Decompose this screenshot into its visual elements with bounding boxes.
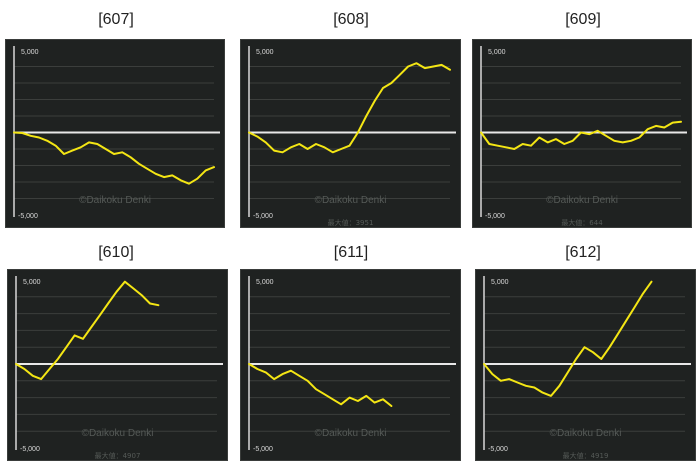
max-value-label: 最大値：644 [561,218,603,227]
chart-panel-610: [610] ©Daikoku Denki 最大値：4907 5,000 -5,000 [5,241,228,465]
chart-area: ©Daikoku Denki 最大値：4919 5,000 -5,000 [475,269,696,461]
chart-panel-608: [608] ©Daikoku Denki 最大値：3951 5,000 -5,000 [240,6,462,228]
chart-svg: ©Daikoku Denki 5,000 -5,000 [248,276,456,453]
chart-area: ©Daikoku Denki 5,000 -5,000 [5,39,225,228]
max-value-label: 最大値：4907 [95,451,141,460]
chart-svg: ©Daikoku Denki 最大値：3951 5,000 -5,000 [248,46,456,227]
chart-panel-label: [611] [333,244,369,261]
y-tick-label-bottom: -5,000 [18,213,38,220]
chart-panel-609: [609] ©Daikoku Denki 最大値：644 5,000 -5,000 [472,6,694,228]
chart-panel-label: [610] [98,244,134,261]
y-tick-label-bottom: -5,000 [485,213,505,220]
chart-panel-612: [612] ©Daikoku Denki 最大値：4919 5,000 -5,000 [472,241,696,465]
y-tick-label-top: 5,000 [256,49,274,56]
y-tick-label-bottom: -5,000 [253,213,273,220]
watermark: ©Daikoku Denki [79,195,151,206]
chart-panel-label: [609] [565,11,601,28]
series-line [248,363,393,407]
y-tick-label-top: 5,000 [23,279,41,286]
watermark: ©Daikoku Denki [82,428,154,439]
chart-panel-607: [607] ©Daikoku Denki 5,000 -5,000 [5,6,227,228]
chart-svg: ©Daikoku Denki 最大値：644 5,000 -5,000 [480,46,687,227]
chart-panel-611: [611] ©Daikoku Denki 5,000 -5,000 [240,241,462,465]
watermark: ©Daikoku Denki [315,428,387,439]
watermark: ©Daikoku Denki [546,195,618,206]
y-tick-label-top: 5,000 [21,49,39,56]
watermark: ©Daikoku Denki [550,428,622,439]
y-tick-label-bottom: -5,000 [253,446,273,453]
chart-svg: ©Daikoku Denki 5,000 -5,000 [13,46,220,220]
y-tick-label-top: 5,000 [488,49,506,56]
y-tick-label-top: 5,000 [491,279,509,286]
chart-svg: ©Daikoku Denki 最大値：4919 5,000 -5,000 [483,276,691,460]
chart-panel-label: [612] [565,244,601,261]
chart-panel-label: [608] [333,11,369,28]
chart-panel-label: [607] [98,11,134,28]
chart-svg: ©Daikoku Denki 最大値：4907 5,000 -5,000 [15,276,223,460]
chart-area: ©Daikoku Denki 最大値：4907 5,000 -5,000 [7,269,228,461]
series-line [483,280,653,397]
series-line [13,131,215,185]
max-value-label: 最大値：3951 [328,218,374,227]
y-tick-label-bottom: -5,000 [20,446,40,453]
chart-area: ©Daikoku Denki 最大値：3951 5,000 -5,000 [240,39,461,228]
y-tick-label-top: 5,000 [256,279,274,286]
chart-area: ©Daikoku Denki 5,000 -5,000 [240,269,461,461]
series-line [15,280,160,381]
y-tick-label-bottom: -5,000 [488,446,508,453]
series-line [480,120,682,150]
watermark: ©Daikoku Denki [315,195,387,206]
series-line [248,62,451,154]
chart-area: ©Daikoku Denki 最大値：644 5,000 -5,000 [472,39,692,228]
max-value-label: 最大値：4919 [563,451,609,460]
